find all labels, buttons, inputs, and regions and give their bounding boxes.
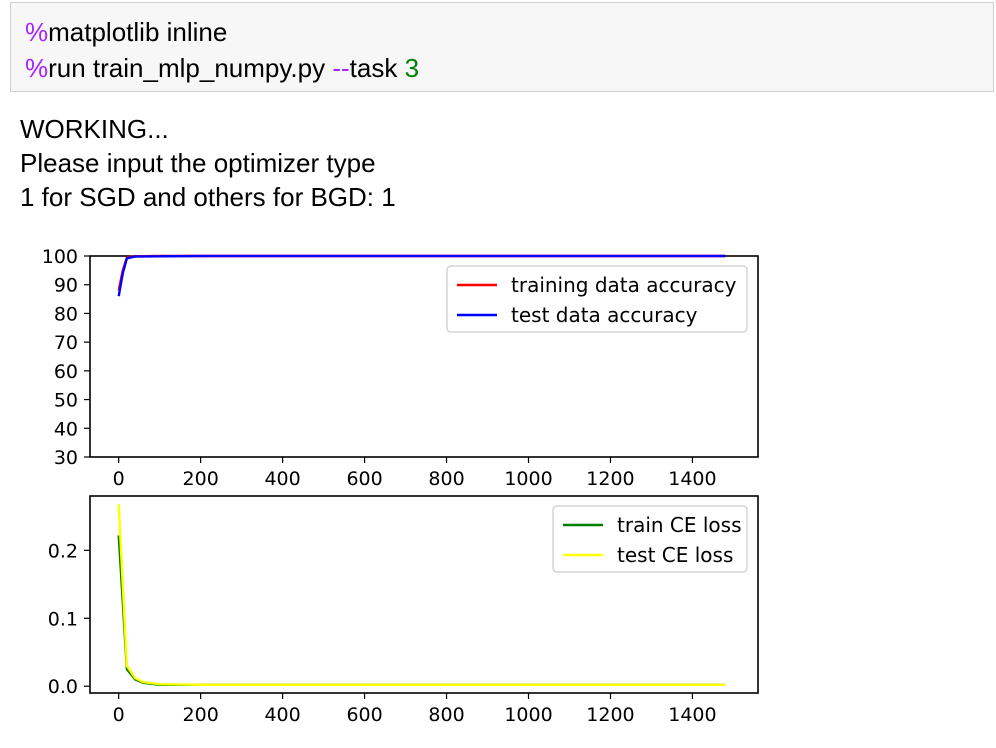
x-tick-label: 1200 <box>586 704 634 726</box>
legend-label: test data accuracy <box>511 303 698 327</box>
x-tick-label: 400 <box>264 704 300 726</box>
code-text: run train_mlp_numpy.py <box>48 53 333 83</box>
plot-frame <box>89 495 759 694</box>
x-tick-label: 600 <box>346 704 382 726</box>
output-line: 1 for SGD and others for BGD: 1 <box>20 182 396 212</box>
x-tick-label: 0 <box>113 468 125 490</box>
y-tick-label: 100 <box>42 246 78 268</box>
code-line-2: %run train_mlp_numpy.py --task 3 <box>25 53 419 84</box>
x-tick-label: 1400 <box>668 468 716 490</box>
flag-name: task <box>349 53 405 83</box>
series-line <box>117 504 726 686</box>
y-tick-label: 90 <box>54 275 78 297</box>
y-tick-label: 0.0 <box>48 676 78 698</box>
code-cell[interactable]: %matplotlib inline %run train_mlp_numpy.… <box>10 2 994 92</box>
y-tick-label: 0.2 <box>48 540 78 562</box>
magic-prefix: % <box>25 17 49 47</box>
x-tick-label: 800 <box>428 704 464 726</box>
flag-argument: 3 <box>404 53 420 83</box>
legend-label: test CE loss <box>617 543 733 567</box>
y-tick-label: 50 <box>54 390 78 412</box>
output-line: WORKING... <box>20 114 169 144</box>
series-line <box>117 254 726 297</box>
x-tick-label: 1000 <box>504 704 552 726</box>
x-tick-label: 200 <box>183 704 219 726</box>
y-tick-label: 70 <box>54 332 78 354</box>
x-tick-label: 800 <box>428 468 464 490</box>
y-tick-label: 40 <box>54 418 78 440</box>
y-tick-label: 0.1 <box>48 608 78 630</box>
flag-operator: -- <box>332 53 350 83</box>
legend-box <box>446 265 748 333</box>
code-line-1: %matplotlib inline <box>25 17 227 48</box>
x-tick-label: 600 <box>346 468 382 490</box>
y-tick-label: 60 <box>54 361 78 383</box>
output-line: Please input the optimizer type <box>20 148 376 178</box>
x-tick-label: 400 <box>264 468 300 490</box>
legend-label: train CE loss <box>617 513 742 537</box>
x-tick-label: 1400 <box>668 704 716 726</box>
x-tick-label: 1200 <box>586 468 634 490</box>
x-tick-label: 0 <box>113 704 125 726</box>
cell-output: WORKING... Please input the optimizer ty… <box>20 112 396 214</box>
y-tick-label: 30 <box>54 447 78 469</box>
y-tick-label: 80 <box>54 303 78 325</box>
magic-prefix: % <box>25 53 49 83</box>
x-tick-label: 200 <box>183 468 219 490</box>
legend-label: training data accuracy <box>511 273 737 297</box>
x-tick-label: 1000 <box>504 468 552 490</box>
code-text: matplotlib inline <box>48 17 228 47</box>
